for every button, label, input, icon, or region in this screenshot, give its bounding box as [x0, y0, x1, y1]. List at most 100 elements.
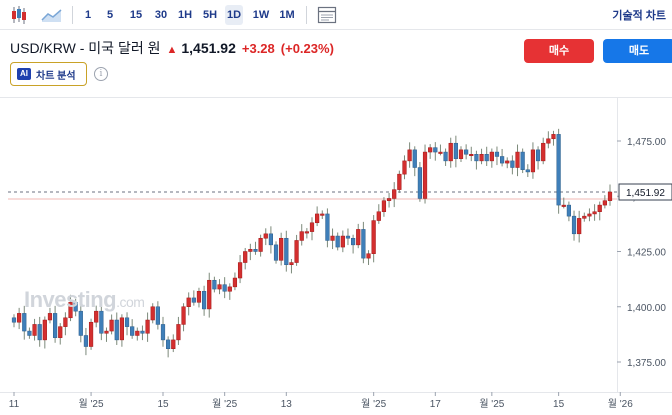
candle-body [484, 154, 489, 162]
candle-body [315, 213, 320, 224]
candle-body [458, 149, 464, 159]
interval-1[interactable]: 1 [84, 9, 92, 21]
candle-body [155, 306, 160, 325]
candle-body [597, 204, 602, 212]
candle-body [166, 339, 171, 349]
candle-body [227, 286, 232, 292]
candle-body [17, 313, 22, 323]
candle-body [510, 160, 515, 168]
interval-30[interactable]: 30 [154, 9, 168, 21]
candle-body [448, 142, 453, 162]
candle-body [325, 213, 330, 241]
price-chart[interactable]: 1,475.001,450.001,425.001,400.001,375.00… [0, 98, 672, 415]
candle-body [505, 160, 510, 164]
technical-chart-link[interactable]: 기술적 차트 [612, 10, 666, 22]
candle-body [294, 240, 299, 263]
current-price-tag [618, 183, 672, 201]
x-tick-label: 월 '25 [79, 398, 104, 410]
x-tick-label: 17 [430, 399, 442, 410]
candle-body [479, 154, 484, 162]
candle-body [345, 235, 351, 239]
interval-1m[interactable]: 1M [279, 9, 295, 21]
candle-body [561, 204, 566, 207]
candle-body [494, 151, 500, 157]
candle-body [53, 313, 58, 338]
candle-body [186, 297, 191, 308]
interval-15[interactable]: 15 [129, 9, 143, 21]
candle-body [351, 237, 356, 246]
candle-body [443, 151, 448, 162]
info-icon[interactable]: i [94, 67, 108, 81]
candle-body [32, 324, 37, 336]
candle-body [566, 204, 571, 217]
interval-1h[interactable]: 1H [177, 9, 193, 21]
candle-body [232, 277, 238, 288]
price-up-icon: ▲ [166, 44, 178, 56]
candle-body [530, 149, 536, 173]
interval-1w[interactable]: 1W [252, 9, 270, 21]
candle-body [78, 310, 83, 336]
candle-body [63, 317, 68, 327]
candle-body [284, 237, 289, 266]
header-divider [0, 97, 672, 98]
candle-body [361, 229, 366, 259]
sell-button[interactable]: 매도 [603, 39, 672, 63]
price-change-percent: (+0.23%) [280, 41, 334, 56]
y-tick-label: 1,475.00 [627, 137, 666, 148]
candle-body [320, 213, 325, 216]
candle-body [150, 306, 155, 321]
candle-body [130, 326, 135, 336]
watermark-brand: Investing [24, 287, 117, 312]
candle-body [422, 151, 428, 199]
candle-body [99, 310, 104, 334]
candle-body [94, 310, 99, 323]
candle-body [592, 211, 597, 215]
y-tick-label: 1,375.00 [627, 358, 666, 369]
candle-body [366, 253, 371, 259]
watermark-logo: Investing.com [24, 287, 145, 313]
chart-settings-icon[interactable] [316, 4, 338, 26]
candle-body [453, 142, 458, 159]
page-title: USD/KRW - 미국 달러 원 [10, 40, 161, 56]
candle-body [109, 319, 114, 332]
candle-body [376, 211, 381, 221]
ai-chart-analysis-button[interactable]: AI 차트 분석 [10, 62, 87, 86]
buy-button[interactable]: 매수 [524, 39, 594, 63]
candle-body [202, 291, 207, 310]
candle-body [402, 160, 407, 175]
x-tick-label: 월 '25 [212, 398, 237, 410]
candle-body [386, 198, 392, 201]
candle-body [602, 200, 607, 206]
candle-body [407, 149, 412, 162]
candle-body [371, 220, 376, 254]
candle-body [520, 151, 525, 170]
interval-5[interactable]: 5 [106, 9, 114, 21]
candle-body [489, 151, 494, 162]
candle-body [124, 317, 130, 327]
candle-body [222, 284, 227, 292]
x-tick-label: 월 '25 [361, 398, 386, 410]
interval-1d[interactable]: 1D [225, 5, 243, 25]
interval-5h[interactable]: 5H [202, 9, 218, 21]
y-tick-label: 1,425.00 [627, 248, 666, 259]
x-tick-label: 15 [157, 399, 169, 410]
candle-body [135, 330, 140, 336]
current-price: 1,451.92 [181, 40, 236, 56]
area-chart-type-icon[interactable] [40, 4, 64, 26]
candlestick-type-icon[interactable] [8, 4, 30, 26]
candle-body [556, 134, 561, 206]
current-price-tag-label: 1,451.92 [626, 188, 665, 199]
candle-body [253, 249, 258, 252]
toolbar-separator [306, 6, 307, 24]
candle-body [474, 154, 479, 162]
candle-body [114, 319, 119, 341]
candle-body [119, 317, 124, 341]
candle-body [73, 302, 78, 312]
candle-body [577, 218, 582, 235]
candle-body [541, 142, 546, 162]
candle-body [582, 215, 587, 219]
candle-body [104, 330, 109, 334]
candle-body [258, 237, 263, 252]
candle-body [68, 302, 73, 319]
candle-body [263, 233, 268, 239]
